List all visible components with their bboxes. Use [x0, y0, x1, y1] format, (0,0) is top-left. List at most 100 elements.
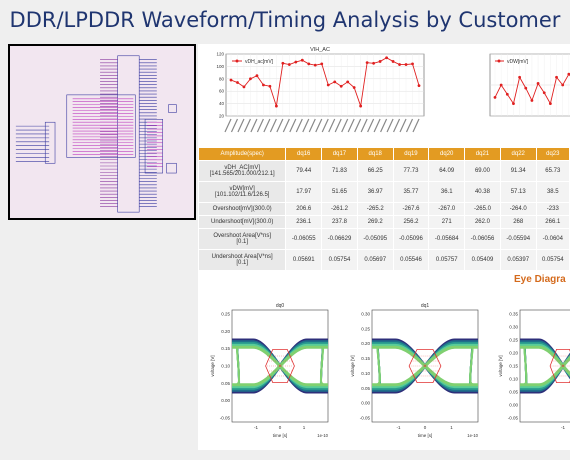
- schematic-drawing: [10, 46, 194, 218]
- table-cell: 271: [428, 215, 466, 229]
- table-cell: 0.05754: [535, 249, 570, 271]
- data-point: [567, 72, 570, 76]
- table-cell: 64.09: [428, 160, 466, 182]
- data-point: [274, 104, 278, 108]
- data-point: [542, 91, 546, 95]
- y-tick-label: 0.25: [361, 326, 370, 331]
- vih-ac-line-chart: VIH_AC 20 40 60 80 100 120 vDH_ac[mV]: [216, 47, 425, 133]
- eye-plot-title: dq1: [421, 303, 430, 309]
- y-tick-label: 80: [219, 76, 225, 81]
- measurement-table: Amplitude(spec) dq16 dq17 dq18 dq19 dq20 dq21 d…: [198, 147, 570, 271]
- table-header-cell: dq21: [464, 147, 501, 161]
- x-tick-label: [386, 118, 394, 133]
- x-tick-label: [295, 118, 303, 133]
- data-point: [518, 75, 522, 79]
- data-point: [236, 81, 239, 84]
- analysis-report-panel: VIH_AC 20 40 60 80 100 120 vDH_ac[mV] vDW[mV]…: [198, 44, 570, 450]
- table-cell: 206.6: [285, 202, 323, 216]
- y-tick-label: 0.25: [221, 312, 230, 317]
- table-cell: -0.05096: [392, 228, 430, 250]
- table-row: Overshoot Area[V*ns] [0.1] -0.06055 -0.066…: [198, 228, 570, 250]
- table-cell: 77.73: [392, 160, 430, 182]
- eye-trace: [519, 346, 528, 386]
- eye-trace: [371, 346, 381, 386]
- data-point: [300, 58, 304, 62]
- eye-center-mark: ×: [423, 364, 427, 370]
- x-tick-label: [243, 118, 251, 133]
- x-tick-label: [334, 118, 342, 133]
- table-cell: 38.5: [535, 181, 570, 203]
- x-tick-label: 1: [450, 425, 453, 430]
- x-tick-label: [321, 118, 329, 133]
- table-header-cell: dq16: [285, 147, 323, 161]
- table-cell: 0.05409: [464, 249, 501, 271]
- vdw-line-chart: vDW[mV]: [489, 53, 570, 117]
- x-tick-label: [315, 118, 323, 133]
- row-label: vDH_AC[mV] [141.565/201.000/212.1]: [198, 160, 287, 182]
- data-point: [307, 62, 311, 66]
- x-axis-label: time [s]: [273, 433, 288, 438]
- y-tick-label: 60: [219, 89, 225, 94]
- table-cell: 236.1: [285, 215, 323, 229]
- x-tick-label: [412, 118, 420, 133]
- eye-mask-hexagon: [549, 348, 570, 384]
- data-point: [346, 80, 350, 84]
- row-label: Undershoot[mV](300.0): [198, 215, 287, 229]
- table-cell: -0.06056: [464, 228, 501, 250]
- x-tick-label: [367, 118, 375, 133]
- table-cell: 79.44: [285, 160, 323, 182]
- data-point: [493, 96, 497, 99]
- series-line: [494, 73, 570, 105]
- y-tick-label: 0.05: [509, 390, 518, 395]
- x-tick-label: 0: [279, 425, 282, 430]
- data-point: [287, 63, 291, 66]
- table-cell: 17.97: [285, 181, 323, 203]
- eye-plot-title: dq0: [276, 303, 285, 309]
- table-cell: -267.6: [392, 202, 430, 216]
- x-axis-label: time [s]: [418, 433, 433, 438]
- y-axis-label: voltage [V]: [350, 355, 355, 376]
- table-cell: 266.1: [535, 215, 570, 229]
- x-tick-label: [360, 118, 368, 133]
- table-cell: -267.0: [428, 202, 466, 216]
- table-header-cell: dq17: [321, 147, 358, 161]
- table-cell: 65.73: [535, 160, 570, 182]
- data-point: [505, 92, 509, 96]
- eye-mask-hexagon: [408, 348, 442, 384]
- eye-trace: [231, 346, 241, 386]
- x-tick-label: [393, 118, 401, 133]
- table-header-cell: dq19: [392, 147, 430, 161]
- x-tick-label: [289, 118, 297, 133]
- x-tick-label: [308, 118, 316, 133]
- x-tick-label: [399, 118, 407, 133]
- data-point: [255, 74, 259, 78]
- table-cell: 35.77: [392, 181, 430, 203]
- x-tick-label: [230, 118, 239, 133]
- x-tick-label: [263, 118, 271, 133]
- y-tick-label: -0.05: [508, 416, 519, 421]
- y-tick-label: 0.00: [221, 398, 230, 403]
- table-cell: 91.34: [499, 160, 537, 182]
- table-cell: 268: [499, 215, 537, 229]
- table-cell: 36.1: [428, 181, 466, 203]
- y-tick-label: 100: [216, 64, 224, 69]
- table-cell: -0.0604: [535, 228, 570, 250]
- x-tick-label: [347, 118, 355, 133]
- table-cell: -265.2: [356, 202, 394, 216]
- data-point: [385, 56, 388, 60]
- table-cell: -0.06629: [321, 228, 358, 250]
- y-tick-label: 0.25: [509, 338, 518, 343]
- y-tick-label: 0.20: [361, 341, 370, 346]
- table-cell: 262.0: [464, 215, 501, 229]
- table-cell: 57.13: [499, 181, 537, 203]
- schematic-connector: [168, 104, 177, 113]
- eye-diagram-dq0: dq0 0.25 0.20 0.15 0.10 0.05 0.00 -0.05 voltage …: [210, 303, 329, 438]
- table-cell: 269.2: [356, 215, 394, 229]
- table-cell: 0.05697: [356, 249, 394, 271]
- x-tick-label: [302, 118, 310, 133]
- y-tick-label: 0.15: [221, 346, 230, 351]
- data-point: [391, 60, 395, 63]
- chart-legend-label: vDW[mV]: [507, 59, 529, 65]
- data-point: [229, 78, 233, 82]
- x-axis-scale: 1e-10: [317, 433, 328, 438]
